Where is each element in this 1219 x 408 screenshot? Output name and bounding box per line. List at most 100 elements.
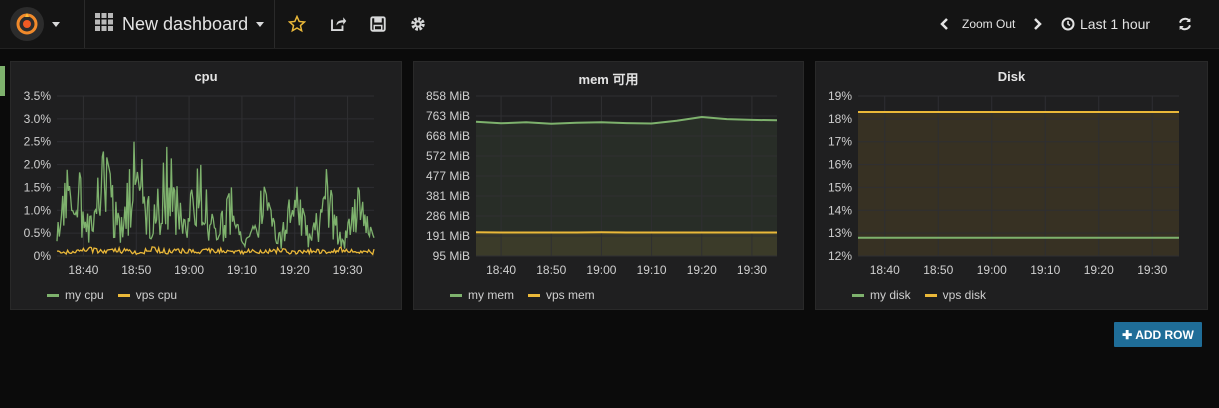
legend-label: vps mem [546,288,595,302]
save-icon[interactable] [367,13,389,35]
y-tick-label: 1.5% [24,180,52,194]
mem-chart: 858 MiB 763 MiB 668 MiB 572 MiB 477 MiB 381 M… [426,89,778,277]
x-tick-label: 19:00 [174,263,204,277]
legend-label: vps cpu [135,288,178,302]
panel-legend: my disk vps disk [852,288,1000,302]
dashboard-title: New dashboard [122,13,249,34]
x-tick-label: 18:50 [121,263,151,277]
x-tick-label: 19:30 [333,263,363,277]
disk-chart: 19% 18% 17% 16% 15% 14% 13% 12% 18:40 18:50 19:00 1… [828,89,1179,277]
gear-icon[interactable] [407,13,429,35]
legend-label: my cpu [65,288,104,302]
series-line-vps-cpu [56,245,375,256]
y-tick-label: 18% [828,112,852,126]
y-tick-label: 0.5% [24,226,52,240]
x-tick-label: 19:10 [637,263,667,277]
legend-swatch [924,293,937,297]
y-tick-label: 763 MiB [426,109,470,123]
legend-label: my disk [870,288,911,302]
panel-legend: my mem vps mem [450,288,609,302]
chevron-right-icon[interactable] [1026,13,1048,35]
legend-item-my-cpu[interactable]: my cpu [47,288,104,302]
zoom-out-label: Zoom Out [962,17,1016,31]
x-tick-label: 19:20 [1084,263,1114,277]
add-row-button[interactable]: ✚ ADD ROW [1114,322,1202,347]
y-tick-label: 668 MiB [426,129,470,143]
grafana-menu-button[interactable] [10,6,72,42]
x-tick-label: 19:00 [977,263,1007,277]
y-tick-label: 13% [828,226,852,240]
y-tick-label: 95 MiB [433,249,470,263]
refresh-icon[interactable] [1174,13,1196,35]
time-range-label: Last 1 hour [1080,16,1151,32]
y-tick-label: 3.0% [24,112,52,126]
legend-swatch [47,293,59,297]
divider [274,0,275,48]
legend-item-my-mem[interactable]: my mem [450,288,514,302]
y-tick-label: 381 MiB [426,189,470,203]
x-tick-label: 19:10 [1030,263,1060,277]
row-collapse-handle[interactable] [0,66,5,96]
chevron-down-icon [52,21,60,27]
x-tick-label: 19:30 [1137,263,1167,277]
zoom-out-button[interactable]: Zoom Out [962,0,1015,48]
series-line-my-cpu [56,141,375,249]
y-tick-label: 15% [828,180,852,194]
dashboard-picker[interactable]: New dashboard [84,0,274,48]
y-tick-label: 12% [828,249,852,263]
y-tick-label: 16% [828,158,852,172]
legend-item-vps-disk[interactable]: vps disk [924,288,986,302]
x-tick-label: 19:20 [280,263,310,277]
y-tick-label: 477 MiB [426,169,470,183]
clock-icon [1061,17,1075,31]
divider [84,0,85,48]
graph-panel-mem: mem 可用 858 MiB 763 MiB 668 MiB 572 MiB 477 M… [413,61,804,310]
graph-panel-cpu: cpu 3.5% 3.0% 2.5% 2.0% 1.5% 1.0% 0.5% 0% 18:40 1… [10,61,402,310]
y-tick-label: 572 MiB [426,149,470,163]
legend-item-my-disk[interactable]: my disk [852,288,911,302]
legend-swatch [852,293,864,297]
star-icon[interactable] [286,13,308,35]
graph-panel-disk: Disk 19% 18% 17% 16% 15% 14% 13% 12% 18:40 18:50 1… [815,61,1208,310]
y-tick-label: 3.5% [24,89,52,103]
y-tick-label: 2.5% [24,135,52,149]
x-tick-label: 18:40 [486,263,516,277]
x-tick-label: 19:00 [586,263,616,277]
x-tick-label: 18:50 [536,263,566,277]
legend-swatch [528,293,540,297]
y-tick-label: 14% [828,203,852,217]
time-range-picker[interactable]: Last 1 hour [1061,0,1150,48]
top-navbar: New dashboard Zoom Out Last 1 hour [0,0,1219,49]
legend-label: my mem [468,288,514,302]
panel-title[interactable]: mem 可用 [578,72,639,87]
add-row-label: ADD ROW [1135,327,1194,342]
y-tick-label: 191 MiB [426,229,470,243]
panel-legend: my cpu vps cpu [47,288,191,302]
series-fill-vps-disk [858,112,1179,256]
chevron-left-icon[interactable] [934,13,956,35]
x-tick-label: 19:30 [737,263,767,277]
y-tick-label: 2.0% [24,158,52,172]
panel-title[interactable]: Disk [997,69,1026,84]
legend-item-vps-mem[interactable]: vps mem [528,288,595,302]
y-tick-label: 17% [828,135,852,149]
dashboard-grid-icon [94,12,114,37]
y-tick-label: 858 MiB [426,89,470,103]
y-tick-label: 19% [828,89,852,103]
y-tick-label: 1.0% [24,203,52,217]
panel-title[interactable]: cpu [194,69,218,84]
chevron-down-icon [256,21,265,27]
series-line-my-mem [475,115,778,125]
x-tick-label: 18:40 [870,263,900,277]
legend-swatch [450,293,462,297]
plus-icon: ✚ [1122,327,1133,342]
y-tick-label: 286 MiB [426,209,470,223]
legend-item-vps-cpu[interactable]: vps cpu [117,288,178,302]
cpu-chart: 3.5% 3.0% 2.5% 2.0% 1.5% 1.0% 0.5% 0% 18:40 18:50… [24,89,375,277]
share-icon[interactable] [327,13,349,35]
x-tick-label: 19:10 [227,263,257,277]
legend-swatch [117,293,130,297]
y-tick-label: 0% [34,249,52,263]
grafana-logo-icon [10,7,44,41]
x-tick-label: 18:40 [68,263,98,277]
